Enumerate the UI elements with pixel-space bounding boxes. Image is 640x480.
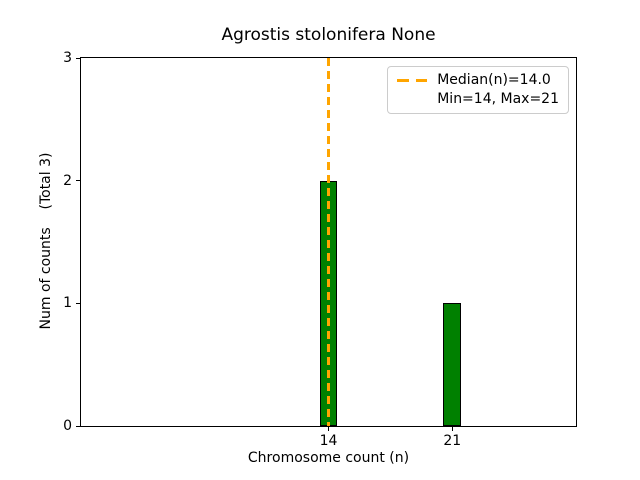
y-tick-mark-1 <box>76 302 80 304</box>
y-tick-mark-3 <box>76 57 80 59</box>
bar-21 <box>443 303 462 426</box>
y-tick-label-3: 3 <box>63 50 72 66</box>
legend-entry-median: Median(n)=14.0 <box>397 71 559 90</box>
x-tick-label-14: 14 <box>319 433 338 449</box>
median-line <box>327 58 330 426</box>
legend-label-minmax: Min=14, Max=21 <box>437 91 559 107</box>
x-tick-label-21: 21 <box>443 433 462 449</box>
y-tick-mark-0 <box>76 425 80 427</box>
y-tick-label-0: 0 <box>63 418 72 434</box>
legend-label-median: Median(n)=14.0 <box>437 72 551 88</box>
plot-inner: Median(n)=14.0 Min=14, Max=21 14 21 0 1 2 3 <box>63 50 576 449</box>
legend-median-dashed-line-sample <box>397 79 428 82</box>
x-axis-label: Chromosome count (n) <box>247 450 410 466</box>
legend: Median(n)=14.0 Min=14, Max=21 <box>387 66 569 114</box>
y-axis-label: Num of counts (Total 3) <box>38 152 54 330</box>
x-tick-mark-14 <box>328 427 329 431</box>
y-tick-label-1: 1 <box>63 295 72 312</box>
y-tick-mark-2 <box>76 180 80 182</box>
x-tick-mark-21 <box>451 427 453 431</box>
chart-title: Agrostis stolonifera None <box>221 25 436 45</box>
y-tick-label-2: 2 <box>63 172 72 189</box>
legend-entry-minmax: Min=14, Max=21 <box>397 90 559 109</box>
plot-area: Median(n)=14.0 Min=14, Max=21 14 21 0 1 2 3 <box>63 50 577 449</box>
legend-sample-spacer <box>397 98 427 101</box>
